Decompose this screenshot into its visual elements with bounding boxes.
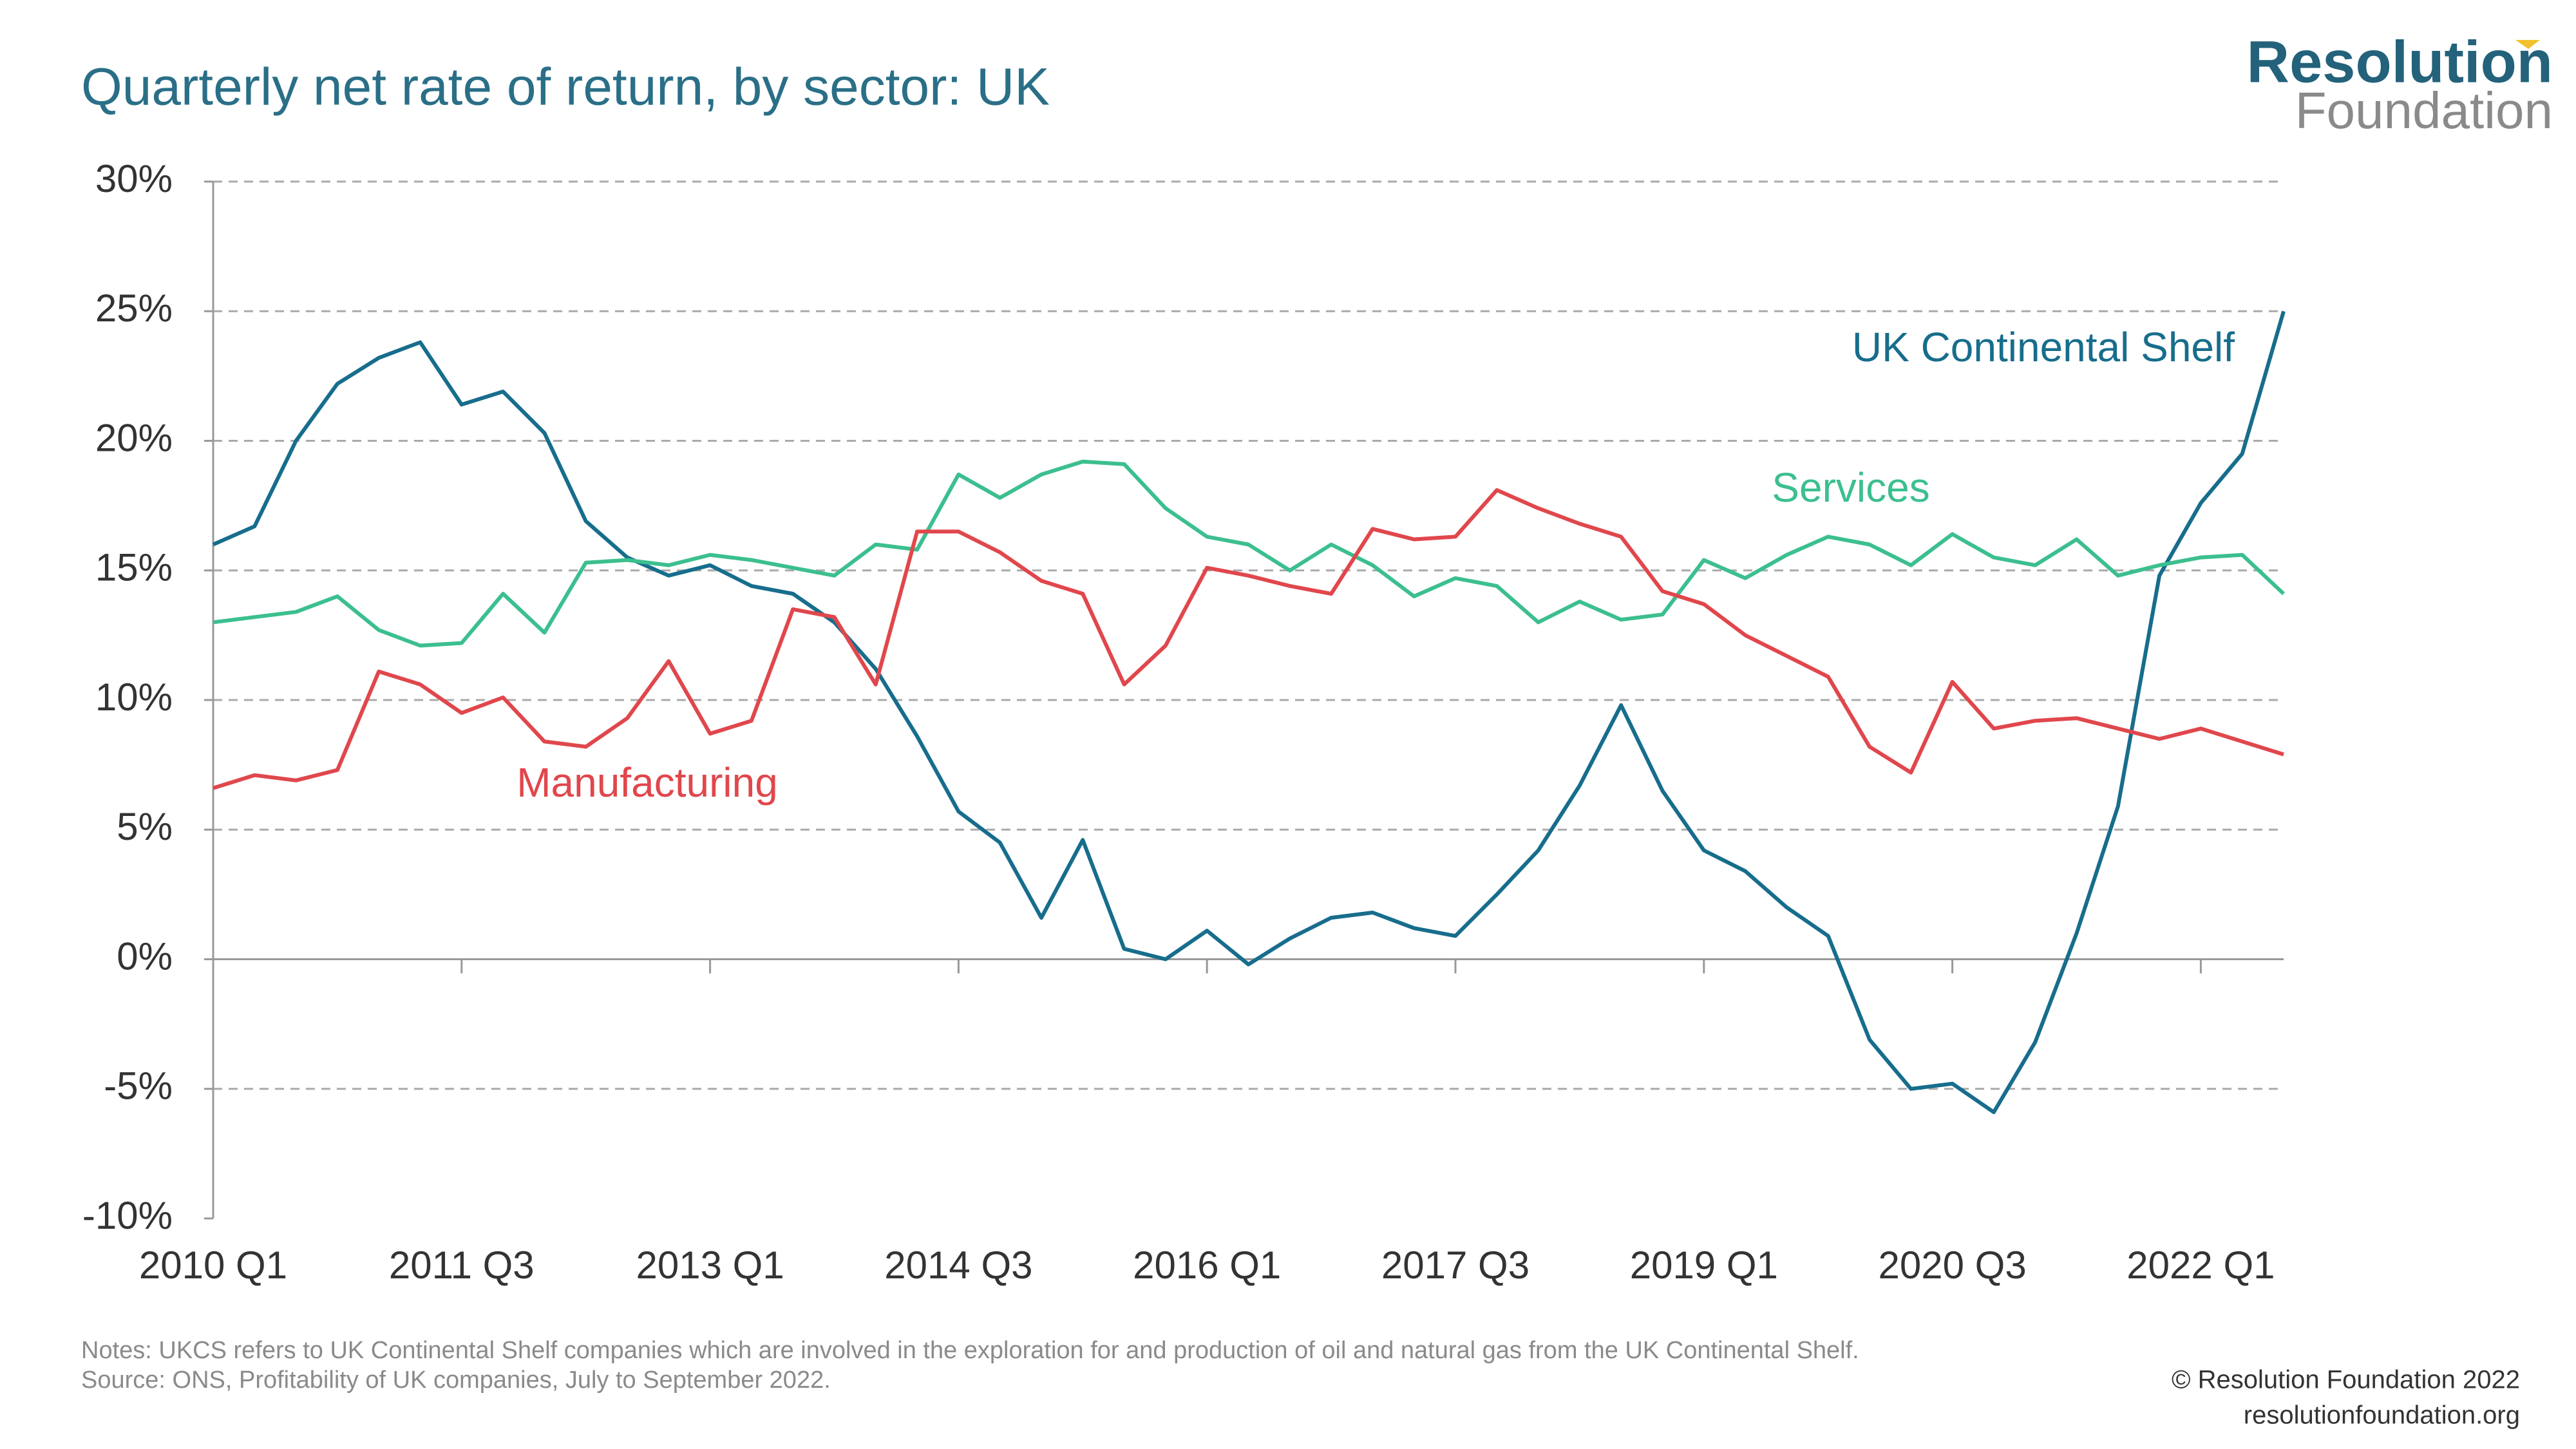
x-tick-label: 2020 Q3 — [1879, 1244, 2027, 1287]
series-line — [212, 310, 2286, 1114]
x-tick-label: 2022 Q1 — [2126, 1244, 2275, 1287]
note: Source: ONS, Profitability of UK compani… — [81, 1367, 831, 1394]
x-tick-label: 2017 Q3 — [1381, 1244, 1530, 1287]
x-tick-label: 2016 Q1 — [1133, 1244, 1281, 1287]
x-tick-label: 2011 Q3 — [389, 1244, 535, 1287]
series-line — [213, 488, 2284, 790]
credit: © Resolution Foundation 2022 — [2172, 1366, 2520, 1394]
logo-text: Resolution — [2247, 29, 2553, 95]
series-label: Services — [1772, 464, 1929, 511]
series-line — [213, 459, 2286, 648]
y-tick-label: 20% — [95, 416, 173, 459]
x-tick-label: 2014 Q3 — [884, 1244, 1032, 1287]
note: Notes: UKCS refers to UK Continental She… — [81, 1337, 1859, 1364]
y-tick-label: 15% — [95, 546, 173, 589]
x-tick-label: 2013 Q1 — [636, 1244, 784, 1287]
series-label: UK Continental Shelf — [1852, 324, 2235, 370]
logo-accent — [2515, 40, 2540, 49]
y-tick-label: 5% — [117, 805, 173, 848]
chart-title: Quarterly net rate of return, by sector:… — [81, 58, 1050, 117]
logo-text: Foundation — [2295, 82, 2553, 139]
series-label: Manufacturing — [516, 759, 778, 806]
y-tick-label: 10% — [95, 676, 173, 719]
y-tick-label: 30% — [95, 157, 173, 200]
y-tick-label: -10% — [82, 1194, 173, 1237]
x-tick-label: 2019 Q1 — [1630, 1244, 1778, 1287]
y-tick-label: 0% — [117, 934, 173, 978]
credit: resolutionfoundation.org — [2244, 1401, 2520, 1430]
x-tick-label: 2010 Q1 — [139, 1244, 287, 1287]
y-tick-label: 25% — [95, 287, 173, 330]
y-tick-label: -5% — [104, 1065, 173, 1108]
